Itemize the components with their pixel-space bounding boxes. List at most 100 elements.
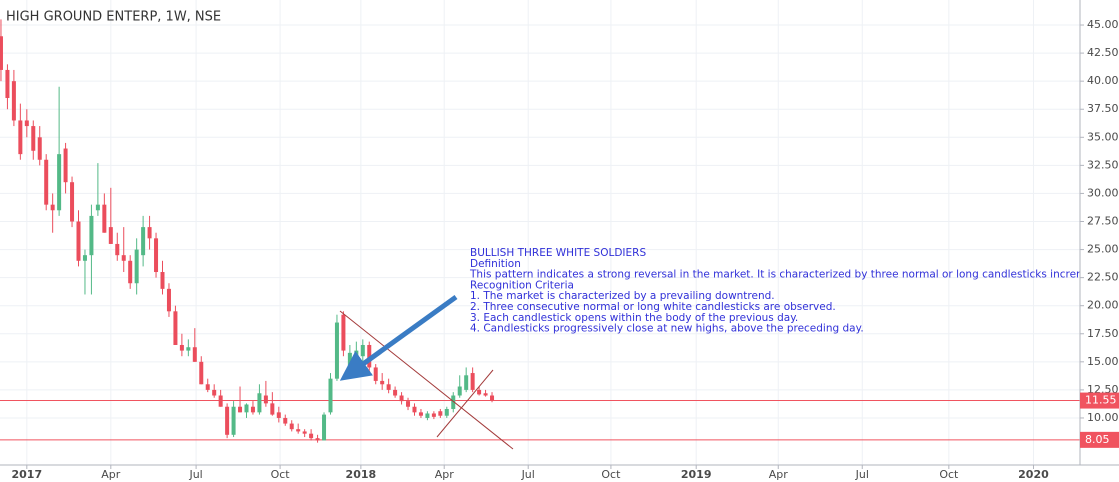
y-tick-label: 32.50 bbox=[1087, 158, 1119, 171]
candle-body bbox=[322, 414, 327, 441]
annotation: BULLISH THREE WHITE SOLDIERSDefinitionTh… bbox=[469, 247, 1106, 335]
y-tick-label: 15.00 bbox=[1087, 355, 1119, 368]
x-tick-label: 2019 bbox=[681, 468, 712, 481]
candle-body bbox=[412, 406, 417, 413]
candle-body bbox=[457, 386, 462, 396]
candle-body bbox=[438, 411, 443, 416]
chart-title: HIGH GROUND ENTERP, 1W, NSE bbox=[6, 10, 221, 25]
annotation-line: Recognition Criteria bbox=[470, 279, 574, 291]
drawings bbox=[339, 294, 514, 450]
y-tick-label: 37.50 bbox=[1087, 102, 1119, 115]
candle-body bbox=[283, 417, 288, 424]
grid bbox=[0, 0, 1080, 465]
x-tick-label: Oct bbox=[271, 468, 291, 481]
candle-body bbox=[373, 367, 378, 381]
trend-line bbox=[436, 369, 494, 438]
annotation-line: This pattern indicates a strong reversal… bbox=[469, 269, 1106, 281]
candle-body bbox=[418, 412, 423, 416]
arrow bbox=[339, 294, 458, 381]
candle-body bbox=[192, 347, 197, 362]
candle-body bbox=[115, 243, 120, 256]
candle-body bbox=[309, 433, 314, 439]
candle-body bbox=[386, 384, 391, 390]
candle-body bbox=[102, 204, 107, 233]
y-tick-label: 42.50 bbox=[1087, 46, 1119, 59]
x-tick-label: 2018 bbox=[346, 468, 377, 481]
candle-body bbox=[257, 393, 262, 413]
candle-body bbox=[263, 395, 268, 404]
price-label: 8.05 bbox=[1085, 433, 1110, 446]
candle-body bbox=[406, 401, 411, 407]
candle-body bbox=[199, 361, 204, 385]
y-tick-label: 25.00 bbox=[1087, 243, 1119, 256]
candle-body bbox=[328, 378, 333, 413]
x-tick-label: Jul bbox=[521, 468, 535, 481]
candle-body bbox=[341, 314, 346, 351]
candle-body bbox=[173, 311, 178, 345]
candle-body bbox=[121, 255, 126, 261]
candle-body bbox=[347, 352, 352, 368]
candle-body bbox=[179, 344, 184, 351]
x-tick-label: Apr bbox=[435, 468, 455, 481]
candle-body bbox=[238, 406, 243, 413]
y-tick-label: 10.00 bbox=[1087, 411, 1119, 424]
candle-body bbox=[166, 288, 171, 312]
candle-body bbox=[24, 120, 29, 127]
candle-body bbox=[431, 413, 436, 417]
candle-body bbox=[154, 238, 159, 273]
candle-body bbox=[289, 423, 294, 430]
x-tick-label: Jul bbox=[855, 468, 869, 481]
x-tick-label: Oct bbox=[601, 468, 621, 481]
candle-body bbox=[128, 260, 133, 284]
candle-body bbox=[315, 438, 320, 441]
candle-body bbox=[37, 137, 42, 160]
candle-body bbox=[18, 120, 23, 155]
candle-body bbox=[95, 204, 100, 211]
y-tick-label: 20.00 bbox=[1087, 299, 1119, 312]
annotation-line: 3. Each candlestick opens within the bod… bbox=[470, 312, 798, 324]
candle-body bbox=[483, 393, 488, 396]
annotation-line: 1. The market is characterized by a prev… bbox=[470, 290, 775, 302]
candle-body bbox=[296, 429, 301, 432]
candle-body bbox=[218, 395, 223, 407]
candle-body bbox=[231, 406, 236, 435]
candle-body bbox=[63, 148, 68, 183]
candle-body bbox=[490, 395, 495, 401]
candle-body bbox=[31, 126, 36, 151]
y-tick-label: 35.00 bbox=[1087, 130, 1119, 143]
price-label: 11.55 bbox=[1085, 394, 1117, 407]
candle-body bbox=[186, 347, 191, 351]
candle-body bbox=[244, 404, 249, 413]
candles bbox=[0, 19, 495, 443]
candle-body bbox=[205, 384, 210, 390]
price-label-bg bbox=[1080, 431, 1119, 448]
trend-line bbox=[339, 310, 514, 450]
candle-body bbox=[134, 249, 139, 284]
candle-body bbox=[82, 255, 87, 261]
y-tick-label: 40.00 bbox=[1087, 74, 1119, 87]
candle-body bbox=[76, 221, 81, 261]
x-tick-label: Apr bbox=[101, 468, 121, 481]
y-tick-label: 22.50 bbox=[1087, 271, 1119, 284]
annotation-line: BULLISH THREE WHITE SOLDIERS bbox=[470, 247, 646, 259]
x-tick-label: 2020 bbox=[1018, 468, 1049, 481]
candle-body bbox=[470, 373, 475, 390]
candle-body bbox=[89, 215, 94, 256]
x-tick-label: 2017 bbox=[12, 468, 43, 481]
candle-body bbox=[380, 380, 385, 385]
candle-body bbox=[302, 431, 307, 434]
candle-body bbox=[451, 395, 456, 409]
candle-body bbox=[477, 389, 482, 395]
candle-body bbox=[50, 204, 55, 211]
x-tick-label: Jul bbox=[188, 468, 202, 481]
candle-body bbox=[444, 408, 449, 416]
candle-body bbox=[225, 406, 230, 435]
y-tick-label: 17.50 bbox=[1087, 327, 1119, 340]
candle-body bbox=[57, 154, 62, 211]
candle-body bbox=[425, 413, 430, 418]
annotation-line: 4. Candlesticks progressively close at n… bbox=[470, 323, 864, 335]
candle-body bbox=[276, 412, 281, 418]
y-tick-label: 45.00 bbox=[1087, 18, 1119, 31]
candle-body bbox=[0, 36, 3, 70]
